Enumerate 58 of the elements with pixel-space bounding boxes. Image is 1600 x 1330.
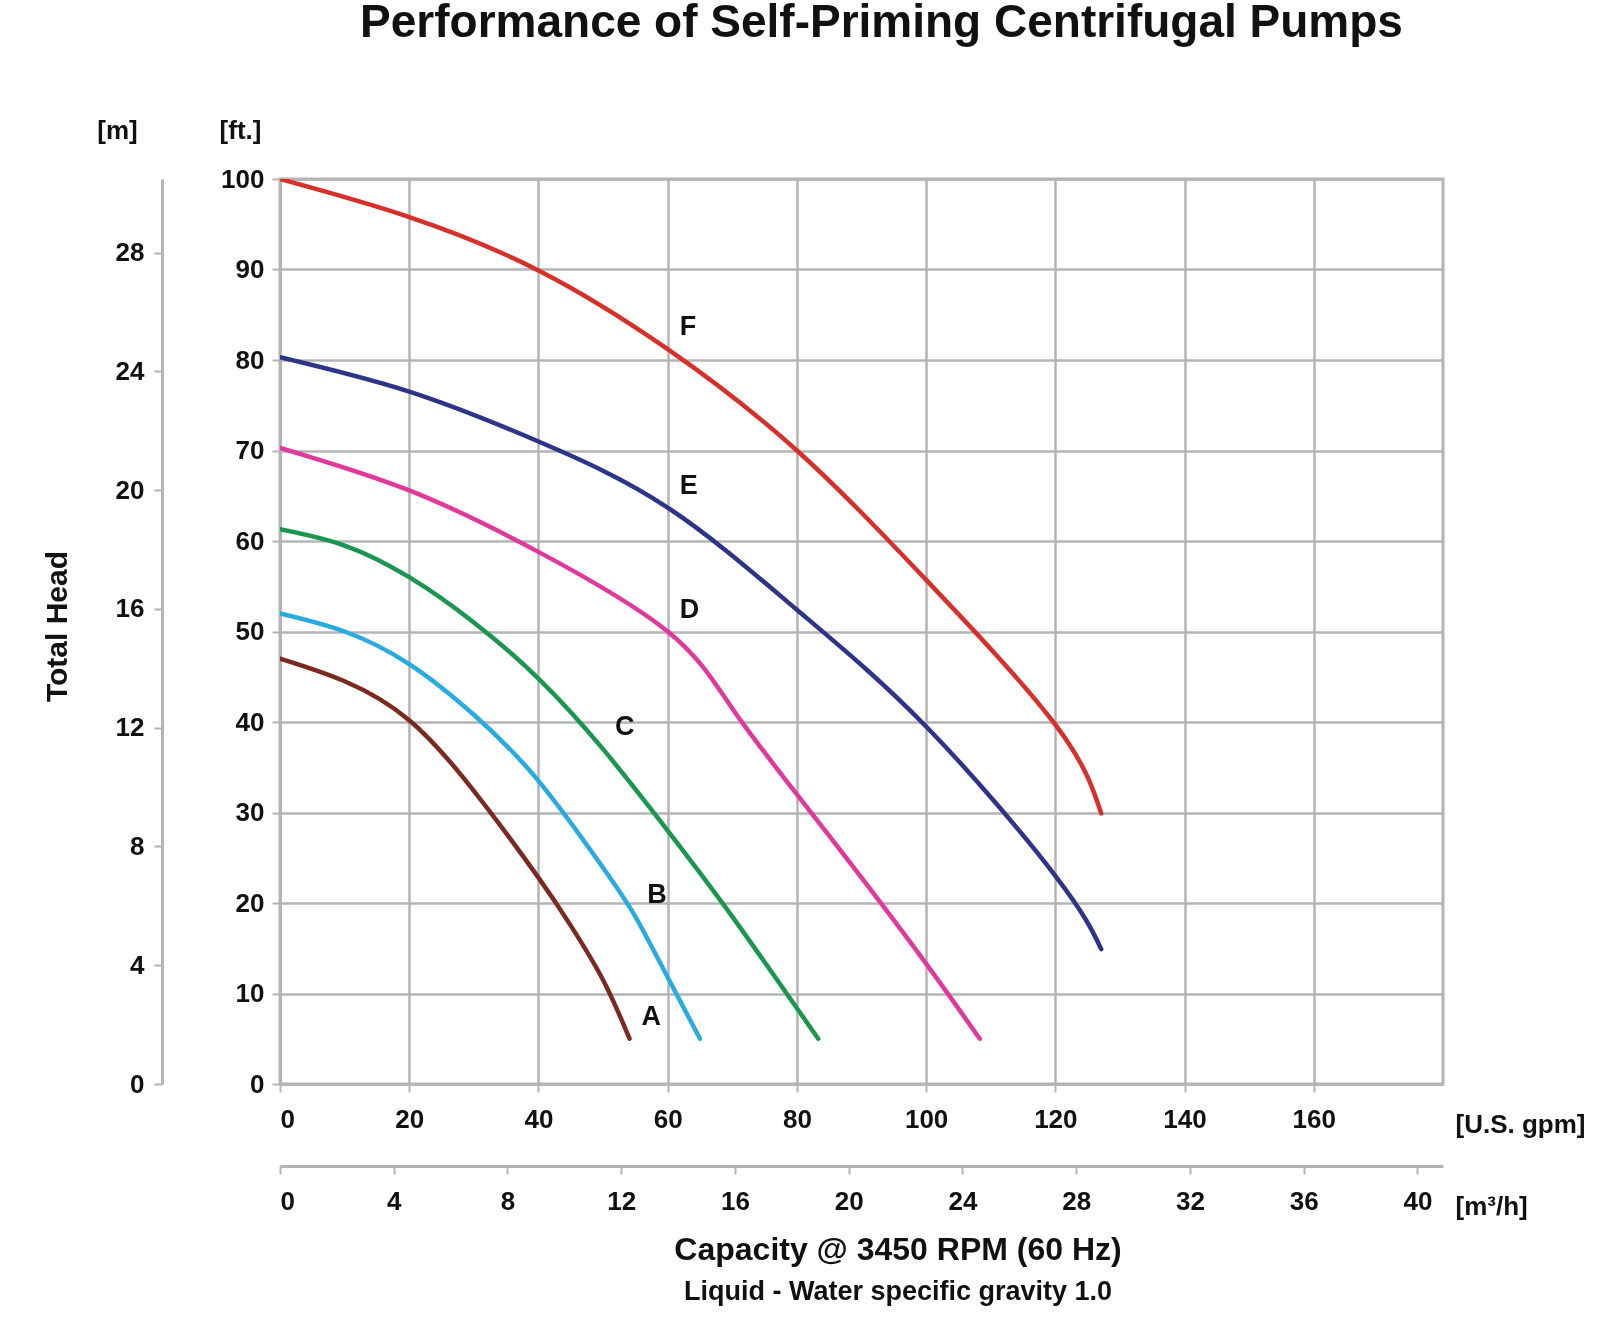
y-tick-label: 20	[235, 887, 265, 918]
x-tick-label: 100	[904, 1103, 949, 1134]
line-series	[280, 179, 1104, 816]
y-tick-label: 70	[235, 435, 265, 465]
x2-tick-label: 12	[607, 1185, 637, 1216]
x-tick-label: 80	[782, 1103, 812, 1134]
y-tick-label: 30	[235, 797, 265, 827]
x2-tick-label: 20	[834, 1185, 864, 1216]
text: Liquid - Water specific gravity 1.0	[683, 1276, 1113, 1306]
series-label: F	[679, 311, 697, 342]
y-tick-label: 60	[235, 525, 265, 556]
text: Capacity @ 3450 RPM (60 Hz)	[674, 1231, 1122, 1267]
y2-tick-label: 8	[130, 830, 145, 861]
y-tick-label: 10	[235, 978, 265, 1008]
line-series	[280, 355, 1104, 952]
x2-tick-label: 16	[721, 1185, 750, 1216]
y2-tick-label: 24	[115, 355, 146, 386]
series-label: A	[641, 1000, 662, 1031]
x2-axis-title: [m³/h]	[1455, 1190, 1528, 1221]
x2-tick-label: 40	[1403, 1185, 1433, 1216]
y2-tick-label: 28	[115, 237, 145, 268]
y-axis-title: [ft.]	[219, 114, 262, 145]
y-tick-label: 100	[221, 163, 265, 194]
x-tick-label: 140	[1163, 1103, 1207, 1134]
x-tick-label: 160	[1292, 1103, 1336, 1134]
series-label: C	[615, 711, 635, 742]
y-tick-label: 50	[235, 616, 265, 646]
x2-tick-label: 4	[387, 1185, 403, 1216]
y-tick-label: 0	[250, 1068, 265, 1099]
x2-tick-label: 24	[948, 1185, 978, 1216]
x-tick-label: 40	[524, 1103, 554, 1134]
x2-tick-label: 8	[500, 1185, 516, 1216]
y2-axis-title: [m]	[97, 114, 138, 145]
y-tick-label: 80	[235, 344, 265, 375]
y2-tick-label: 16	[115, 593, 145, 624]
series-label: D	[679, 593, 700, 624]
y2-tick-label: 20	[115, 474, 145, 505]
y-tick-label: 40	[235, 706, 265, 737]
series-label: E	[679, 469, 698, 500]
x-axis-title: [U.S. gpm]	[1455, 1108, 1586, 1139]
y2-tick-label: 4	[130, 949, 146, 980]
series-label: B	[647, 878, 667, 909]
x-tick-label: 120	[1034, 1103, 1078, 1134]
line-series	[280, 445, 982, 1041]
x2-tick-label: 28	[1062, 1185, 1092, 1216]
line-series	[280, 656, 632, 1041]
y-tick-label: 90	[235, 254, 265, 284]
y2-tick-label: 0	[130, 1068, 145, 1099]
x2-tick-label: 36	[1289, 1185, 1319, 1216]
x-tick-label: 20	[395, 1103, 425, 1134]
x-tick-label: 0	[280, 1103, 295, 1134]
line-series	[280, 526, 821, 1041]
text: Total Head	[40, 550, 73, 703]
y2-tick-label: 12	[115, 712, 145, 743]
x2-tick-label: 32	[1175, 1185, 1205, 1216]
x2-tick-label: 0	[280, 1185, 295, 1216]
chart-title: Performance of Self-Priming Centrifugal Pumps	[360, 0, 1403, 47]
x-tick-label: 60	[653, 1103, 683, 1134]
